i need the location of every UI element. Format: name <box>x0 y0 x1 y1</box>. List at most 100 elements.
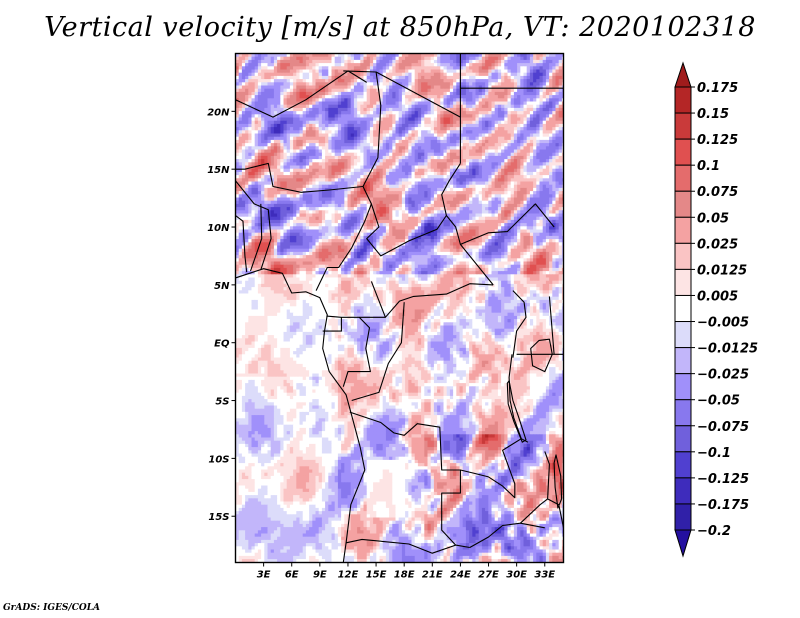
field-cell <box>241 187 246 192</box>
field-cell <box>373 88 377 93</box>
field-cell <box>533 175 537 179</box>
field-cell <box>236 155 240 160</box>
field-cell <box>373 146 377 150</box>
field-cell <box>299 120 304 125</box>
field-cell <box>427 146 432 150</box>
field-cell <box>417 165 422 170</box>
field-cell <box>302 88 307 93</box>
field-cell <box>353 159 358 163</box>
field-cell <box>363 72 368 77</box>
field-cell <box>417 91 422 96</box>
field-cell <box>517 95 521 99</box>
field-cell <box>433 165 438 170</box>
field-cell <box>424 79 428 83</box>
field-cell <box>462 143 467 147</box>
field-cell <box>257 72 262 77</box>
field-cell <box>251 207 256 211</box>
field-cell <box>408 123 412 128</box>
field-cell <box>497 152 502 157</box>
field-cell <box>376 59 380 64</box>
field-cell <box>251 203 256 208</box>
field-cell <box>395 143 400 147</box>
field-cell <box>398 133 403 138</box>
field-cell <box>472 79 476 83</box>
field-cell <box>539 184 544 189</box>
field-cell <box>472 107 476 112</box>
field-cell <box>433 63 438 67</box>
field-cell <box>443 146 448 150</box>
field-cell <box>273 165 278 170</box>
field-cell <box>539 133 544 138</box>
field-cell <box>533 72 537 77</box>
field-cell <box>286 197 291 202</box>
field-cell <box>526 155 531 160</box>
field-cell <box>485 101 489 106</box>
field-cell <box>456 95 460 99</box>
field-cell <box>424 203 428 208</box>
field-cell <box>293 79 297 83</box>
field-cell <box>325 66 329 70</box>
field-cell <box>472 191 476 195</box>
field-cell <box>427 82 432 86</box>
field-cell <box>520 197 524 202</box>
field-cell <box>321 187 326 192</box>
field-cell <box>337 181 342 186</box>
field-cell <box>385 82 390 86</box>
field-cell <box>497 171 502 176</box>
field-cell <box>561 197 563 202</box>
field-cell <box>360 95 364 99</box>
field-cell <box>369 149 374 154</box>
field-cell <box>299 181 304 186</box>
field-cell <box>520 95 524 99</box>
field-cell <box>561 194 563 198</box>
field-cell <box>545 152 550 157</box>
field-cell <box>283 136 288 141</box>
field-cell <box>411 72 416 77</box>
field-cell <box>305 194 310 198</box>
field-cell <box>344 85 348 90</box>
field-cell <box>408 184 412 189</box>
field-cell <box>312 203 316 208</box>
field-cell <box>264 136 268 141</box>
field-cell <box>494 162 499 166</box>
field-cell <box>539 203 544 208</box>
field-cell <box>254 207 259 211</box>
field-cell <box>533 95 537 99</box>
field-cell <box>517 127 521 131</box>
field-cell <box>536 111 540 115</box>
field-cell <box>510 139 515 144</box>
field-cell <box>264 56 268 61</box>
field-cell <box>552 175 556 179</box>
field-cell <box>510 165 515 170</box>
field-cell <box>248 194 252 198</box>
field-cell <box>453 143 457 147</box>
field-cell <box>366 82 371 86</box>
field-cell <box>491 79 496 83</box>
field-cell <box>363 149 368 154</box>
field-cell <box>315 54 320 58</box>
field-cell <box>238 63 243 67</box>
field-cell <box>545 117 550 122</box>
field-cell <box>520 165 524 170</box>
field-cell <box>254 191 259 195</box>
field-cell <box>529 155 534 160</box>
field-cell <box>501 104 505 109</box>
field-cell <box>517 194 521 198</box>
field-cell <box>236 85 240 90</box>
field-cell <box>485 159 489 163</box>
field-cell <box>337 159 342 163</box>
field-cell <box>264 85 268 90</box>
field-cell <box>417 107 422 112</box>
field-cell <box>289 69 294 74</box>
field-cell <box>478 120 483 125</box>
field-cell <box>494 133 499 138</box>
field-cell <box>360 146 364 150</box>
field-cell <box>443 175 448 179</box>
field-cell <box>536 120 540 125</box>
field-cell <box>331 127 336 131</box>
field-cell <box>523 171 528 176</box>
field-cell <box>555 143 560 147</box>
field-cell <box>424 127 428 131</box>
field-cell <box>472 159 476 163</box>
field-cell <box>513 162 518 166</box>
